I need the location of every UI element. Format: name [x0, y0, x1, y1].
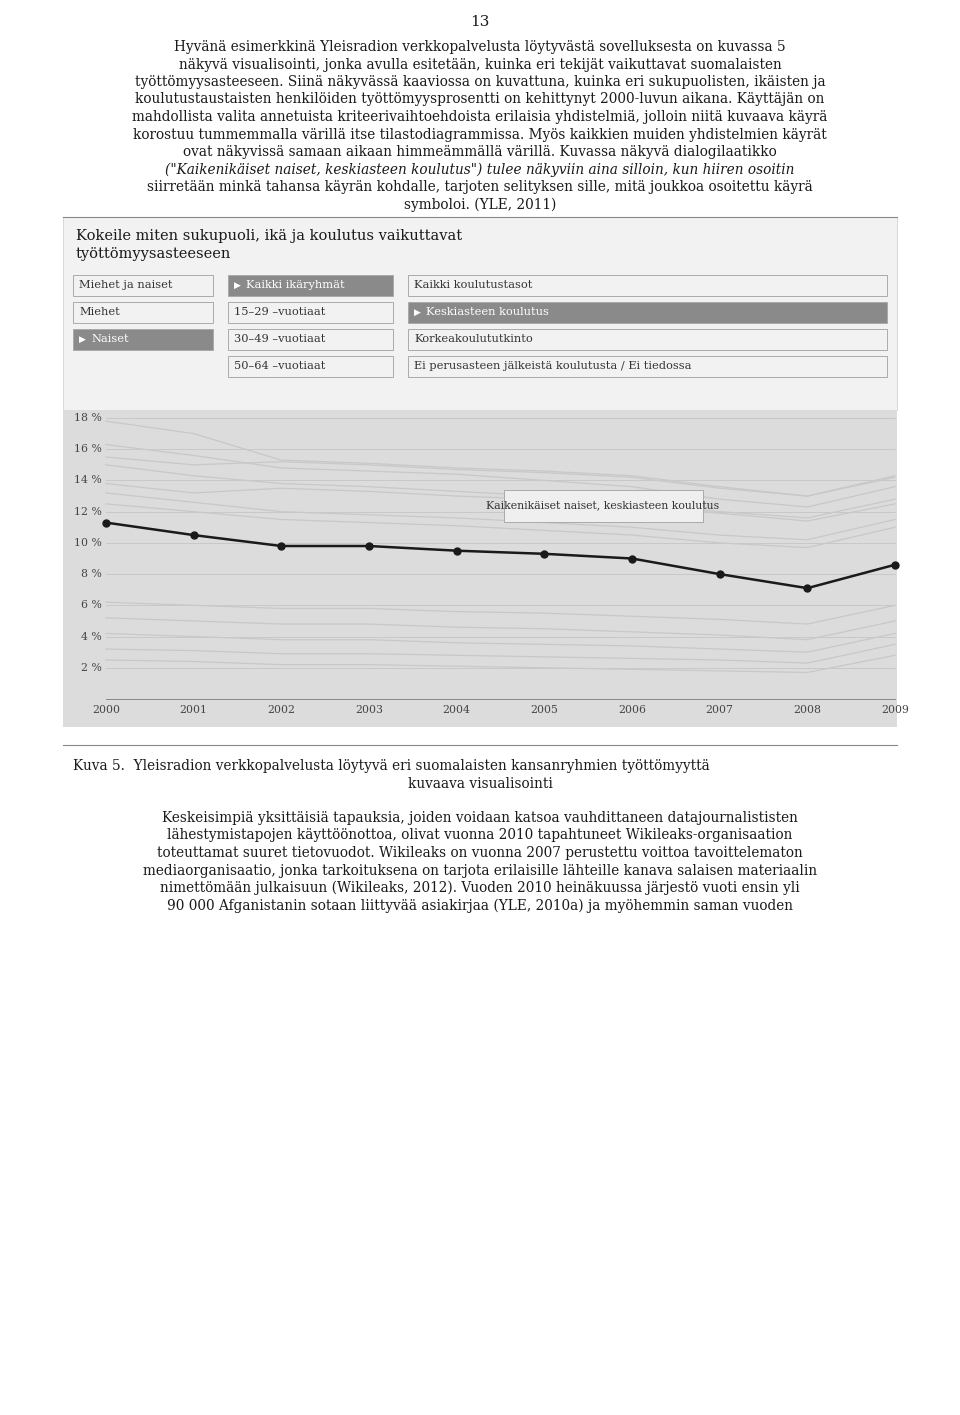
Text: 2001: 2001 — [180, 705, 207, 715]
Text: 2005: 2005 — [530, 705, 559, 715]
Text: Korkeakoulututkinto: Korkeakoulututkinto — [414, 334, 533, 344]
Text: Naiset: Naiset — [91, 334, 129, 344]
Text: 30–49 –vuotiaat: 30–49 –vuotiaat — [234, 334, 325, 344]
Text: Keskiasteen koulutus: Keskiasteen koulutus — [426, 307, 549, 317]
Text: 18 %: 18 % — [74, 413, 102, 423]
Text: 14 %: 14 % — [74, 475, 102, 485]
FancyBboxPatch shape — [228, 357, 393, 376]
Text: mediaorganisaatio, jonka tarkoituksena on tarjota erilaisille lähteille kanava s: mediaorganisaatio, jonka tarkoituksena o… — [143, 863, 817, 877]
Text: toteuttamat suuret tietovuodot. Wikileaks on vuonna 2007 perustettu voittoa tavo: toteuttamat suuret tietovuodot. Wikileak… — [157, 846, 803, 860]
Text: 16 %: 16 % — [74, 444, 102, 454]
FancyBboxPatch shape — [228, 301, 393, 323]
FancyBboxPatch shape — [73, 275, 213, 296]
FancyBboxPatch shape — [408, 357, 887, 376]
Text: lähestymistapojen käyttöönottoa, olivat vuonna 2010 tapahtuneet Wikileaks-organi: lähestymistapojen käyttöönottoa, olivat … — [167, 829, 793, 842]
Text: työttömyysasteeseen: työttömyysasteeseen — [76, 248, 231, 260]
Text: 2002: 2002 — [267, 705, 296, 715]
FancyBboxPatch shape — [73, 330, 213, 350]
Text: Ei perusasteen jälkeistä koulutusta / Ei tiedossa: Ei perusasteen jälkeistä koulutusta / Ei… — [414, 361, 691, 371]
Text: 8 %: 8 % — [82, 569, 102, 579]
FancyBboxPatch shape — [63, 410, 897, 727]
Text: ▶: ▶ — [414, 307, 420, 317]
Text: 6 %: 6 % — [82, 600, 102, 610]
Text: koulutustaustaisten henkilöiden työttömyysprosentti on kehittynyt 2000-luvun aik: koulutustaustaisten henkilöiden työttömy… — [135, 92, 825, 106]
Text: näkyvä visualisointi, jonka avulla esitetään, kuinka eri tekijät vaikuttavat suo: näkyvä visualisointi, jonka avulla esite… — [179, 58, 781, 72]
Text: 4 %: 4 % — [82, 631, 102, 641]
Text: korostuu tummemmalla värillä itse tilastodiagrammissa. Myös kaikkien muiden yhdi: korostuu tummemmalla värillä itse tilast… — [133, 127, 827, 142]
Text: 2003: 2003 — [355, 705, 383, 715]
Text: 2006: 2006 — [618, 705, 646, 715]
FancyBboxPatch shape — [228, 330, 393, 350]
Text: 12 %: 12 % — [74, 507, 102, 516]
Text: Kaikki ikäryhmät: Kaikki ikäryhmät — [246, 280, 345, 290]
Text: Miehet ja naiset: Miehet ja naiset — [79, 280, 173, 290]
Text: ("Kaikenikäiset naiset, keskiasteen koulutus") tulee näkyviin aina silloin, kun : ("Kaikenikäiset naiset, keskiasteen koul… — [165, 163, 795, 177]
Text: kuvaava visualisointi: kuvaava visualisointi — [408, 777, 552, 791]
Text: symboloi. (YLE, 2011): symboloi. (YLE, 2011) — [404, 198, 556, 212]
Text: Hyvänä esimerkkinä Yleisradion verkkopalvelusta löytyvästä sovelluksesta on kuva: Hyvänä esimerkkinä Yleisradion verkkopal… — [174, 40, 786, 54]
Text: 2009: 2009 — [881, 705, 909, 715]
FancyBboxPatch shape — [503, 490, 703, 522]
Text: 13: 13 — [470, 16, 490, 28]
Text: Kaikenikäiset naiset, keskiasteen koulutus: Kaikenikäiset naiset, keskiasteen koulut… — [487, 501, 720, 511]
Text: 90 000 Afganistanin sotaan liittyvää asiakirjaa (YLE, 2010a) ja myöhemmin saman : 90 000 Afganistanin sotaan liittyvää asi… — [167, 899, 793, 913]
Text: 2004: 2004 — [443, 705, 470, 715]
FancyBboxPatch shape — [408, 301, 887, 323]
Text: ▶: ▶ — [79, 334, 85, 344]
Text: Miehet: Miehet — [79, 307, 120, 317]
Text: 15–29 –vuotiaat: 15–29 –vuotiaat — [234, 307, 325, 317]
FancyBboxPatch shape — [73, 301, 213, 323]
Text: Kuva 5.  Yleisradion verkkopalvelusta löytyvä eri suomalaisten kansanryhmien työ: Kuva 5. Yleisradion verkkopalvelusta löy… — [73, 758, 709, 773]
Text: 2008: 2008 — [793, 705, 822, 715]
Text: Keskeisimpiä yksittäisiä tapauksia, joiden voidaan katsoa vauhdittaneen datajour: Keskeisimpiä yksittäisiä tapauksia, joid… — [162, 811, 798, 825]
Text: ovat näkyvissä samaan aikaan himmeämmällä värillä. Kuvassa näkyvä dialogilaatikk: ovat näkyvissä samaan aikaan himmeämmäll… — [183, 144, 777, 158]
Text: nimettömään julkaisuun (Wikileaks, 2012). Vuoden 2010 heinäkuussa järjestö vuoti: nimettömään julkaisuun (Wikileaks, 2012)… — [160, 882, 800, 896]
Text: Kaikki koulutustasot: Kaikki koulutustasot — [414, 280, 533, 290]
Text: 2000: 2000 — [92, 705, 120, 715]
Text: mahdollista valita annetuista kriteerivaihtoehdoista erilaisia yhdistelmiä, joll: mahdollista valita annetuista kriteeriva… — [132, 110, 828, 125]
FancyBboxPatch shape — [408, 275, 887, 296]
Text: Kokeile miten sukupuoli, ikä ja koulutus vaikuttavat: Kokeile miten sukupuoli, ikä ja koulutus… — [76, 229, 462, 243]
FancyBboxPatch shape — [228, 275, 393, 296]
Text: 2007: 2007 — [706, 705, 733, 715]
Text: työttömyysasteeseen. Siinä näkyvässä kaaviossa on kuvattuna, kuinka eri sukupuol: työttömyysasteeseen. Siinä näkyvässä kaa… — [134, 75, 826, 89]
Text: 2 %: 2 % — [82, 662, 102, 672]
FancyBboxPatch shape — [63, 216, 897, 410]
FancyBboxPatch shape — [408, 330, 887, 350]
Text: 50–64 –vuotiaat: 50–64 –vuotiaat — [234, 361, 325, 371]
Text: siirretään minkä tahansa käyrän kohdalle, tarjoten selityksen sille, mitä joukko: siirretään minkä tahansa käyrän kohdalle… — [147, 180, 813, 194]
Text: 10 %: 10 % — [74, 538, 102, 548]
Text: ▶: ▶ — [234, 280, 241, 290]
